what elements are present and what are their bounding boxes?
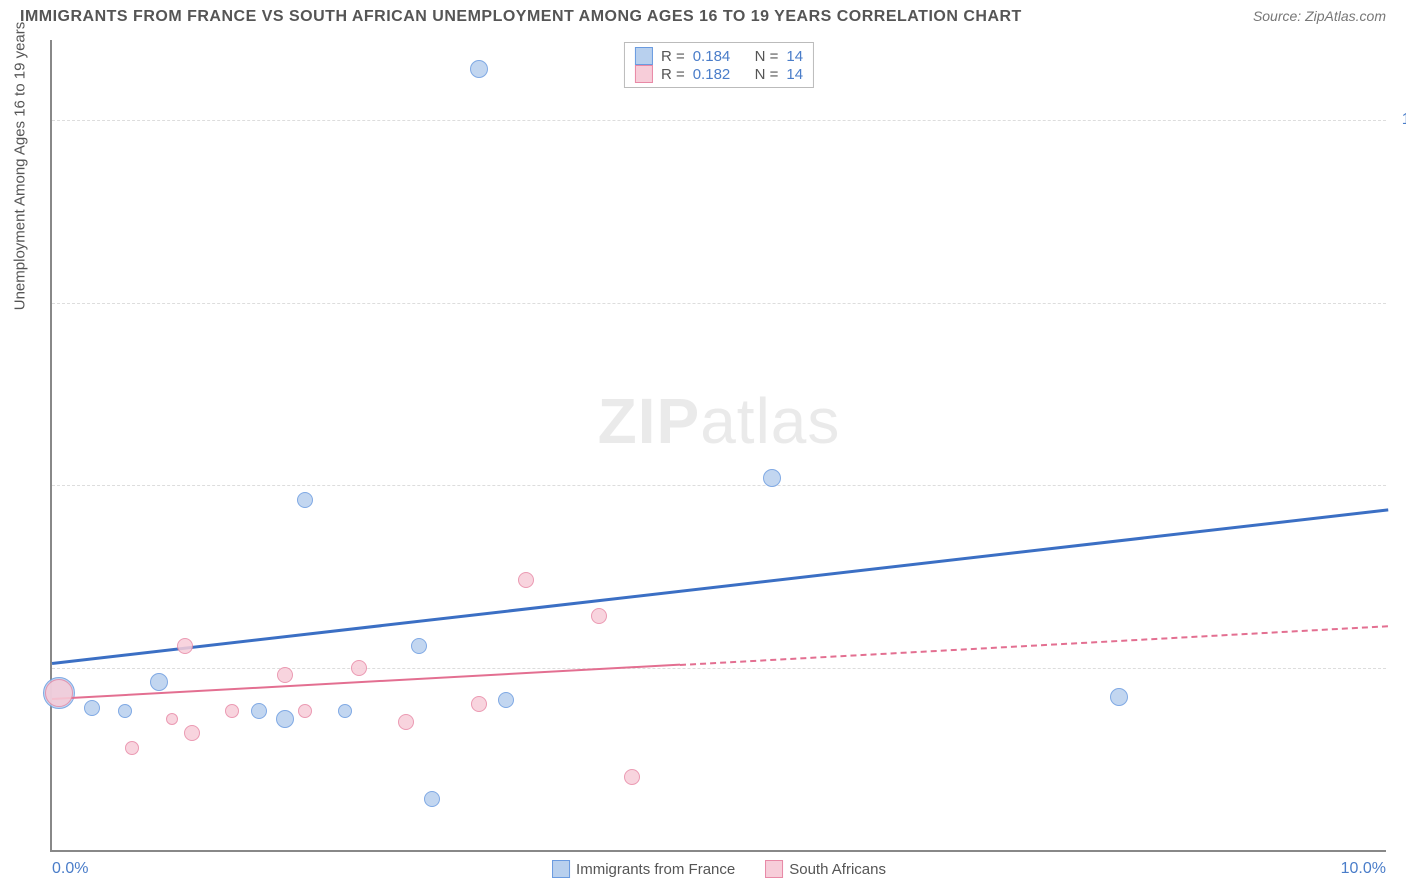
- gridline: [52, 303, 1386, 304]
- y-axis-title: Unemployment Among Ages 16 to 19 years: [12, 22, 29, 311]
- source-attribution: Source: ZipAtlas.com: [1253, 8, 1386, 24]
- scatter-point: [150, 673, 168, 691]
- gridline: [52, 485, 1386, 486]
- scatter-point: [498, 692, 514, 708]
- scatter-point: [338, 704, 352, 718]
- scatter-point: [298, 704, 312, 718]
- legend-bottom-item: Immigrants from France: [552, 860, 735, 878]
- scatter-point: [518, 572, 534, 588]
- gridline: [52, 120, 1386, 121]
- scatter-point: [351, 660, 367, 676]
- scatter-point: [471, 696, 487, 712]
- scatter-point: [84, 700, 100, 716]
- scatter-point: [225, 704, 239, 718]
- legend-bottom-item: South Africans: [765, 860, 886, 878]
- scatter-point: [297, 492, 313, 508]
- correlation-legend: R = 0.184 N = 14R = 0.182 N = 14: [624, 42, 814, 88]
- scatter-point: [624, 769, 640, 785]
- scatter-point: [591, 608, 607, 624]
- y-tick-label: 100.0%: [1396, 111, 1406, 129]
- trendline: [680, 625, 1388, 666]
- legend-swatch: [635, 65, 653, 83]
- scatter-point: [1110, 688, 1128, 706]
- chart-title: IMMIGRANTS FROM FRANCE VS SOUTH AFRICAN …: [20, 8, 1022, 26]
- series-legend: Immigrants from France South Africans: [552, 860, 886, 878]
- trendline: [52, 508, 1388, 664]
- gridline: [52, 668, 1386, 669]
- scatter-point: [118, 704, 132, 718]
- x-tick-label: 0.0%: [52, 860, 88, 878]
- legend-top-row: R = 0.182 N = 14: [635, 65, 803, 83]
- x-tick-label: 10.0%: [1341, 860, 1386, 878]
- scatter-point: [411, 638, 427, 654]
- plot-area: ZIPatlas R = 0.184 N = 14R = 0.182 N = 1…: [50, 40, 1386, 852]
- scatter-point: [763, 469, 781, 487]
- scatter-point: [398, 714, 414, 730]
- legend-top-row: R = 0.184 N = 14: [635, 47, 803, 65]
- scatter-point: [177, 638, 193, 654]
- scatter-point: [277, 667, 293, 683]
- scatter-point: [470, 60, 488, 78]
- scatter-point: [184, 725, 200, 741]
- y-tick-label: 25.0%: [1396, 659, 1406, 677]
- y-tick-label: 50.0%: [1396, 476, 1406, 494]
- scatter-point: [125, 741, 139, 755]
- legend-swatch: [635, 47, 653, 65]
- chart-container: Unemployment Among Ages 16 to 19 years Z…: [50, 40, 1386, 852]
- legend-swatch: [765, 860, 783, 878]
- scatter-point: [45, 679, 73, 707]
- scatter-point: [166, 713, 178, 725]
- watermark: ZIPatlas: [598, 384, 841, 458]
- scatter-point: [251, 703, 267, 719]
- legend-swatch: [552, 860, 570, 878]
- scatter-point: [276, 710, 294, 728]
- y-tick-label: 75.0%: [1396, 294, 1406, 312]
- scatter-point: [424, 791, 440, 807]
